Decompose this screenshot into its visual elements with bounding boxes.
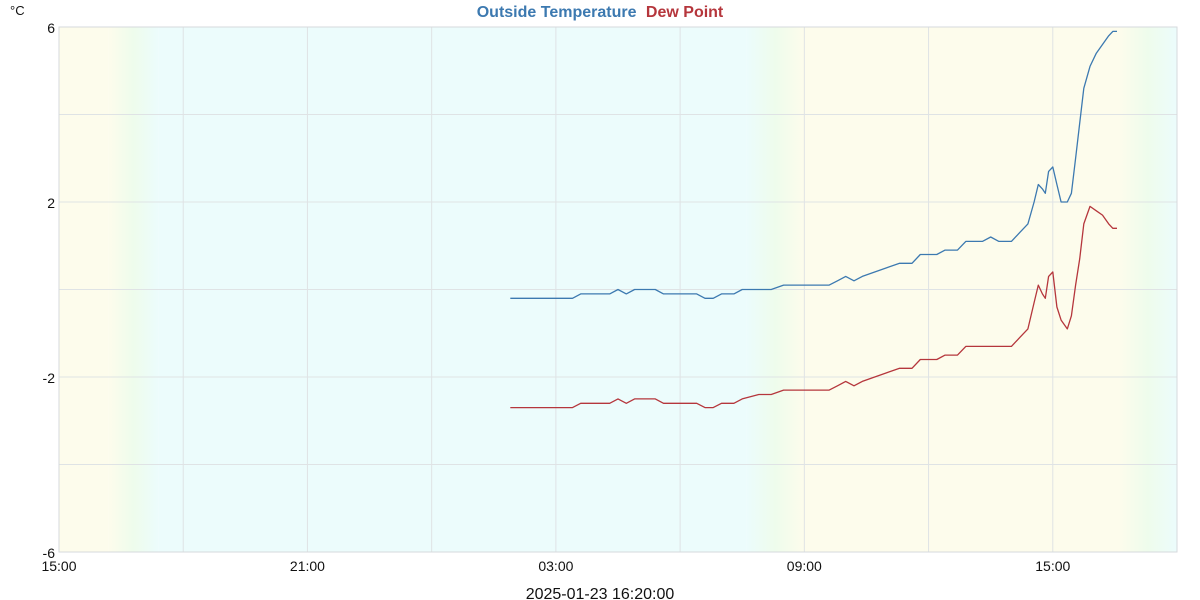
x-tick-label: 09:00 xyxy=(787,558,822,574)
chart-title: Outside Temperature Dew Point xyxy=(477,4,724,21)
y-tick-label: -6 xyxy=(43,545,56,561)
x-tick-label: 15:00 xyxy=(41,558,76,574)
y-tick-label: 6 xyxy=(47,20,55,36)
title-outside-temperature: Outside Temperature xyxy=(477,4,637,21)
chart-timestamp: 2025-01-23 16:20:00 xyxy=(526,586,675,600)
x-tick-label: 03:00 xyxy=(538,558,573,574)
series-line-dew-point xyxy=(510,205,1117,409)
y-tick-label: -2 xyxy=(43,370,56,386)
y-axis-unit-label: °C xyxy=(10,3,25,18)
x-tick-label: 15:00 xyxy=(1035,558,1070,574)
series-lines xyxy=(510,30,1117,409)
axis-tick-labels: -6 -2 2 6 15:00 21:00 03:00 09:00 15:00 xyxy=(41,20,1070,574)
grid-lines xyxy=(58,26,1178,553)
x-tick-label: 21:00 xyxy=(290,558,325,574)
title-dew-point: Dew Point xyxy=(646,4,724,21)
plot-border xyxy=(58,26,1178,553)
series-line-outside-temperature xyxy=(510,30,1117,299)
y-tick-label: 2 xyxy=(47,195,55,211)
